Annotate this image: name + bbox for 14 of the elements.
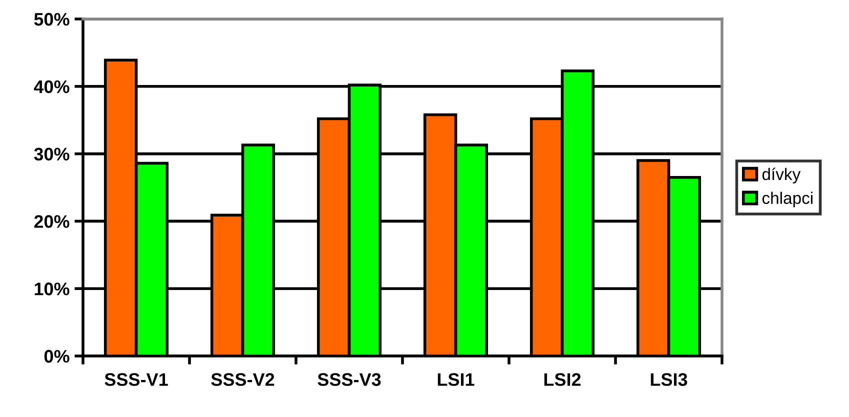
x-tick-label: SSS-V3 bbox=[318, 373, 381, 386]
x-tick-label: LSI1 bbox=[438, 373, 474, 386]
x-tick-label: LSI3 bbox=[650, 373, 688, 386]
y-tick-label: 0% bbox=[44, 350, 70, 363]
y-tick-label: 30% bbox=[34, 148, 70, 161]
y-tick-label: 10% bbox=[34, 282, 70, 296]
legend-label: chlapci bbox=[762, 192, 812, 208]
x-tick-label: SSS-V2 bbox=[211, 373, 274, 386]
x-tick-label: SSS-V1 bbox=[104, 373, 168, 386]
y-tick-label: 50% bbox=[34, 12, 70, 26]
x-tick-label: LSI2 bbox=[544, 373, 581, 386]
legend-label: dívky bbox=[762, 168, 801, 184]
y-tick-label: 40% bbox=[34, 80, 70, 94]
y-tick-label: 20% bbox=[34, 215, 70, 228]
